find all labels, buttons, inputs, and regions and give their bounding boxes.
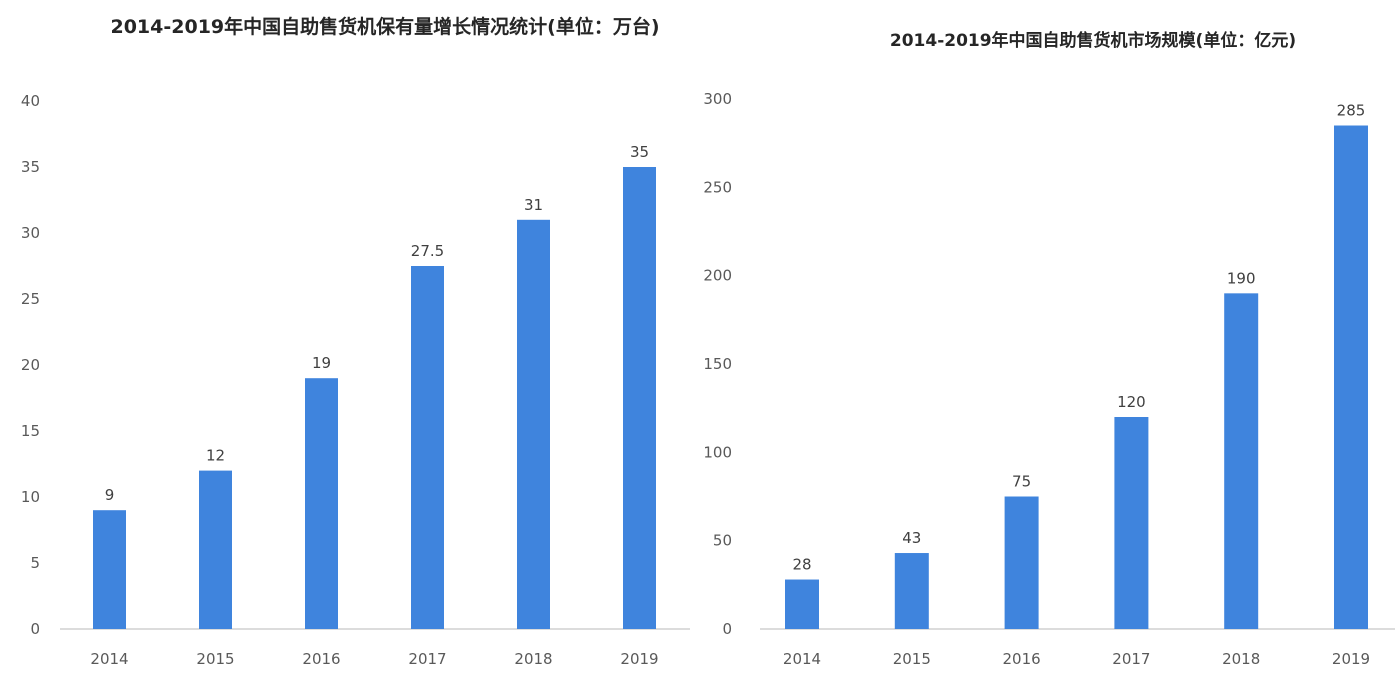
right-chart-title: 2014-2019年中国自助售货机市场规模(单位：亿元)	[890, 30, 1296, 51]
right-x-tick-label: 2016	[1003, 650, 1041, 668]
right-data-label-2019: 285	[1337, 102, 1366, 120]
left-y-tick-label: 0	[30, 620, 40, 638]
left-y-tick-label: 10	[21, 488, 40, 506]
left-y-tick-label: 35	[21, 158, 40, 176]
left-x-tick-label: 2019	[620, 650, 658, 668]
left-x-tick-label: 2014	[90, 650, 128, 668]
right-bar-2014	[785, 579, 819, 629]
right-bar-2016	[1004, 496, 1039, 629]
left-data-label-2015: 12	[206, 447, 225, 465]
right-data-label-2014: 28	[792, 556, 811, 574]
right-data-label-2017: 120	[1117, 393, 1146, 411]
right-y-tick-label: 250	[703, 178, 732, 196]
right-y-tick-label: 150	[703, 355, 732, 373]
left-data-label-2017: 27.5	[411, 242, 444, 260]
right-x-tick-label: 2014	[783, 650, 821, 668]
left-data-label-2018: 31	[524, 196, 543, 214]
left-y-tick-label: 25	[21, 290, 40, 308]
left-y-tick-label: 20	[21, 356, 40, 374]
left-bar-2017	[411, 266, 444, 629]
left-data-label-2014: 9	[105, 486, 115, 504]
left-bar-2014	[93, 510, 126, 629]
right-x-tick-label: 2015	[893, 650, 931, 668]
left-data-label-2016: 19	[312, 354, 331, 372]
left-data-label-2019: 35	[630, 143, 649, 161]
left-y-tick-label: 5	[30, 554, 40, 572]
left-x-tick-label: 2015	[196, 650, 234, 668]
right-bar-2018	[1224, 293, 1259, 629]
left-x-tick-label: 2017	[408, 650, 446, 668]
right-y-tick-label: 200	[703, 267, 732, 285]
right-y-tick-label: 0	[722, 620, 732, 638]
left-bar-2015	[199, 470, 232, 629]
right-x-tick-label: 2018	[1222, 650, 1260, 668]
left-x-tick-label: 2018	[514, 650, 552, 668]
left-x-tick-label: 2016	[302, 650, 340, 668]
right-y-tick-label: 300	[703, 90, 732, 108]
right-data-label-2018: 190	[1227, 269, 1256, 287]
right-y-tick-label: 50	[713, 532, 732, 550]
left-bar-2018	[517, 219, 550, 630]
right-x-tick-label: 2019	[1332, 650, 1370, 668]
right-data-label-2016: 75	[1012, 473, 1031, 491]
left-y-tick-label: 15	[21, 422, 40, 440]
left-y-tick-label: 30	[21, 224, 40, 242]
right-bar-2017	[1114, 417, 1149, 629]
right-data-label-2015: 43	[902, 529, 921, 547]
right-bar-2019	[1334, 125, 1368, 629]
left-bar-2016	[305, 378, 338, 629]
left-chart-title: 2014-2019年中国自助售货机保有量增长情况统计(单位：万台)	[110, 15, 659, 38]
right-x-tick-label: 2017	[1112, 650, 1150, 668]
right-bar-2015	[894, 553, 929, 629]
right-y-tick-label: 100	[703, 443, 732, 461]
left-y-tick-label: 40	[21, 92, 40, 110]
left-bar-2019	[623, 167, 656, 629]
